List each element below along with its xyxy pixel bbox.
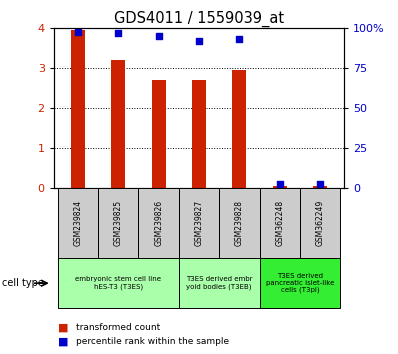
Bar	[98, 188, 139, 258]
Point	[156, 34, 162, 39]
Text: GDS4011 / 1559039_at: GDS4011 / 1559039_at	[114, 11, 284, 27]
Text: ■: ■	[58, 337, 68, 347]
Text: percentile rank within the sample: percentile rank within the sample	[76, 337, 229, 346]
Bar	[179, 258, 259, 308]
Bar	[259, 188, 300, 258]
Bar	[300, 188, 340, 258]
Text: GSM239825: GSM239825	[114, 200, 123, 246]
Text: GSM239826: GSM239826	[154, 200, 163, 246]
Bar	[192, 80, 206, 188]
Bar	[232, 70, 246, 188]
Text: embryonic stem cell line
hES-T3 (T3ES): embryonic stem cell line hES-T3 (T3ES)	[75, 276, 161, 290]
Point	[277, 182, 283, 187]
Text: GSM239824: GSM239824	[74, 200, 82, 246]
Text: GSM362249: GSM362249	[316, 200, 324, 246]
Bar	[152, 80, 166, 188]
Bar	[179, 188, 219, 258]
Point	[115, 30, 121, 36]
Text: transformed count: transformed count	[76, 323, 160, 332]
Text: GSM239827: GSM239827	[195, 200, 203, 246]
Point	[236, 37, 242, 42]
Bar	[71, 30, 85, 188]
Text: GSM362248: GSM362248	[275, 200, 284, 246]
Text: ■: ■	[58, 322, 68, 332]
Bar	[219, 188, 259, 258]
Text: cell type: cell type	[2, 278, 44, 288]
Text: T3ES derived embr
yoid bodies (T3EB): T3ES derived embr yoid bodies (T3EB)	[186, 276, 252, 290]
Bar	[58, 258, 179, 308]
Point	[75, 29, 81, 34]
Text: T3ES derived
pancreatic islet-like
cells (T3pi): T3ES derived pancreatic islet-like cells…	[266, 273, 334, 293]
Point	[317, 182, 323, 187]
Bar	[313, 185, 327, 188]
Point	[196, 38, 202, 44]
Bar	[259, 258, 340, 308]
Bar	[111, 60, 125, 188]
Text: GSM239828: GSM239828	[235, 200, 244, 246]
Bar	[139, 188, 179, 258]
Bar	[273, 185, 287, 188]
Bar	[58, 188, 98, 258]
